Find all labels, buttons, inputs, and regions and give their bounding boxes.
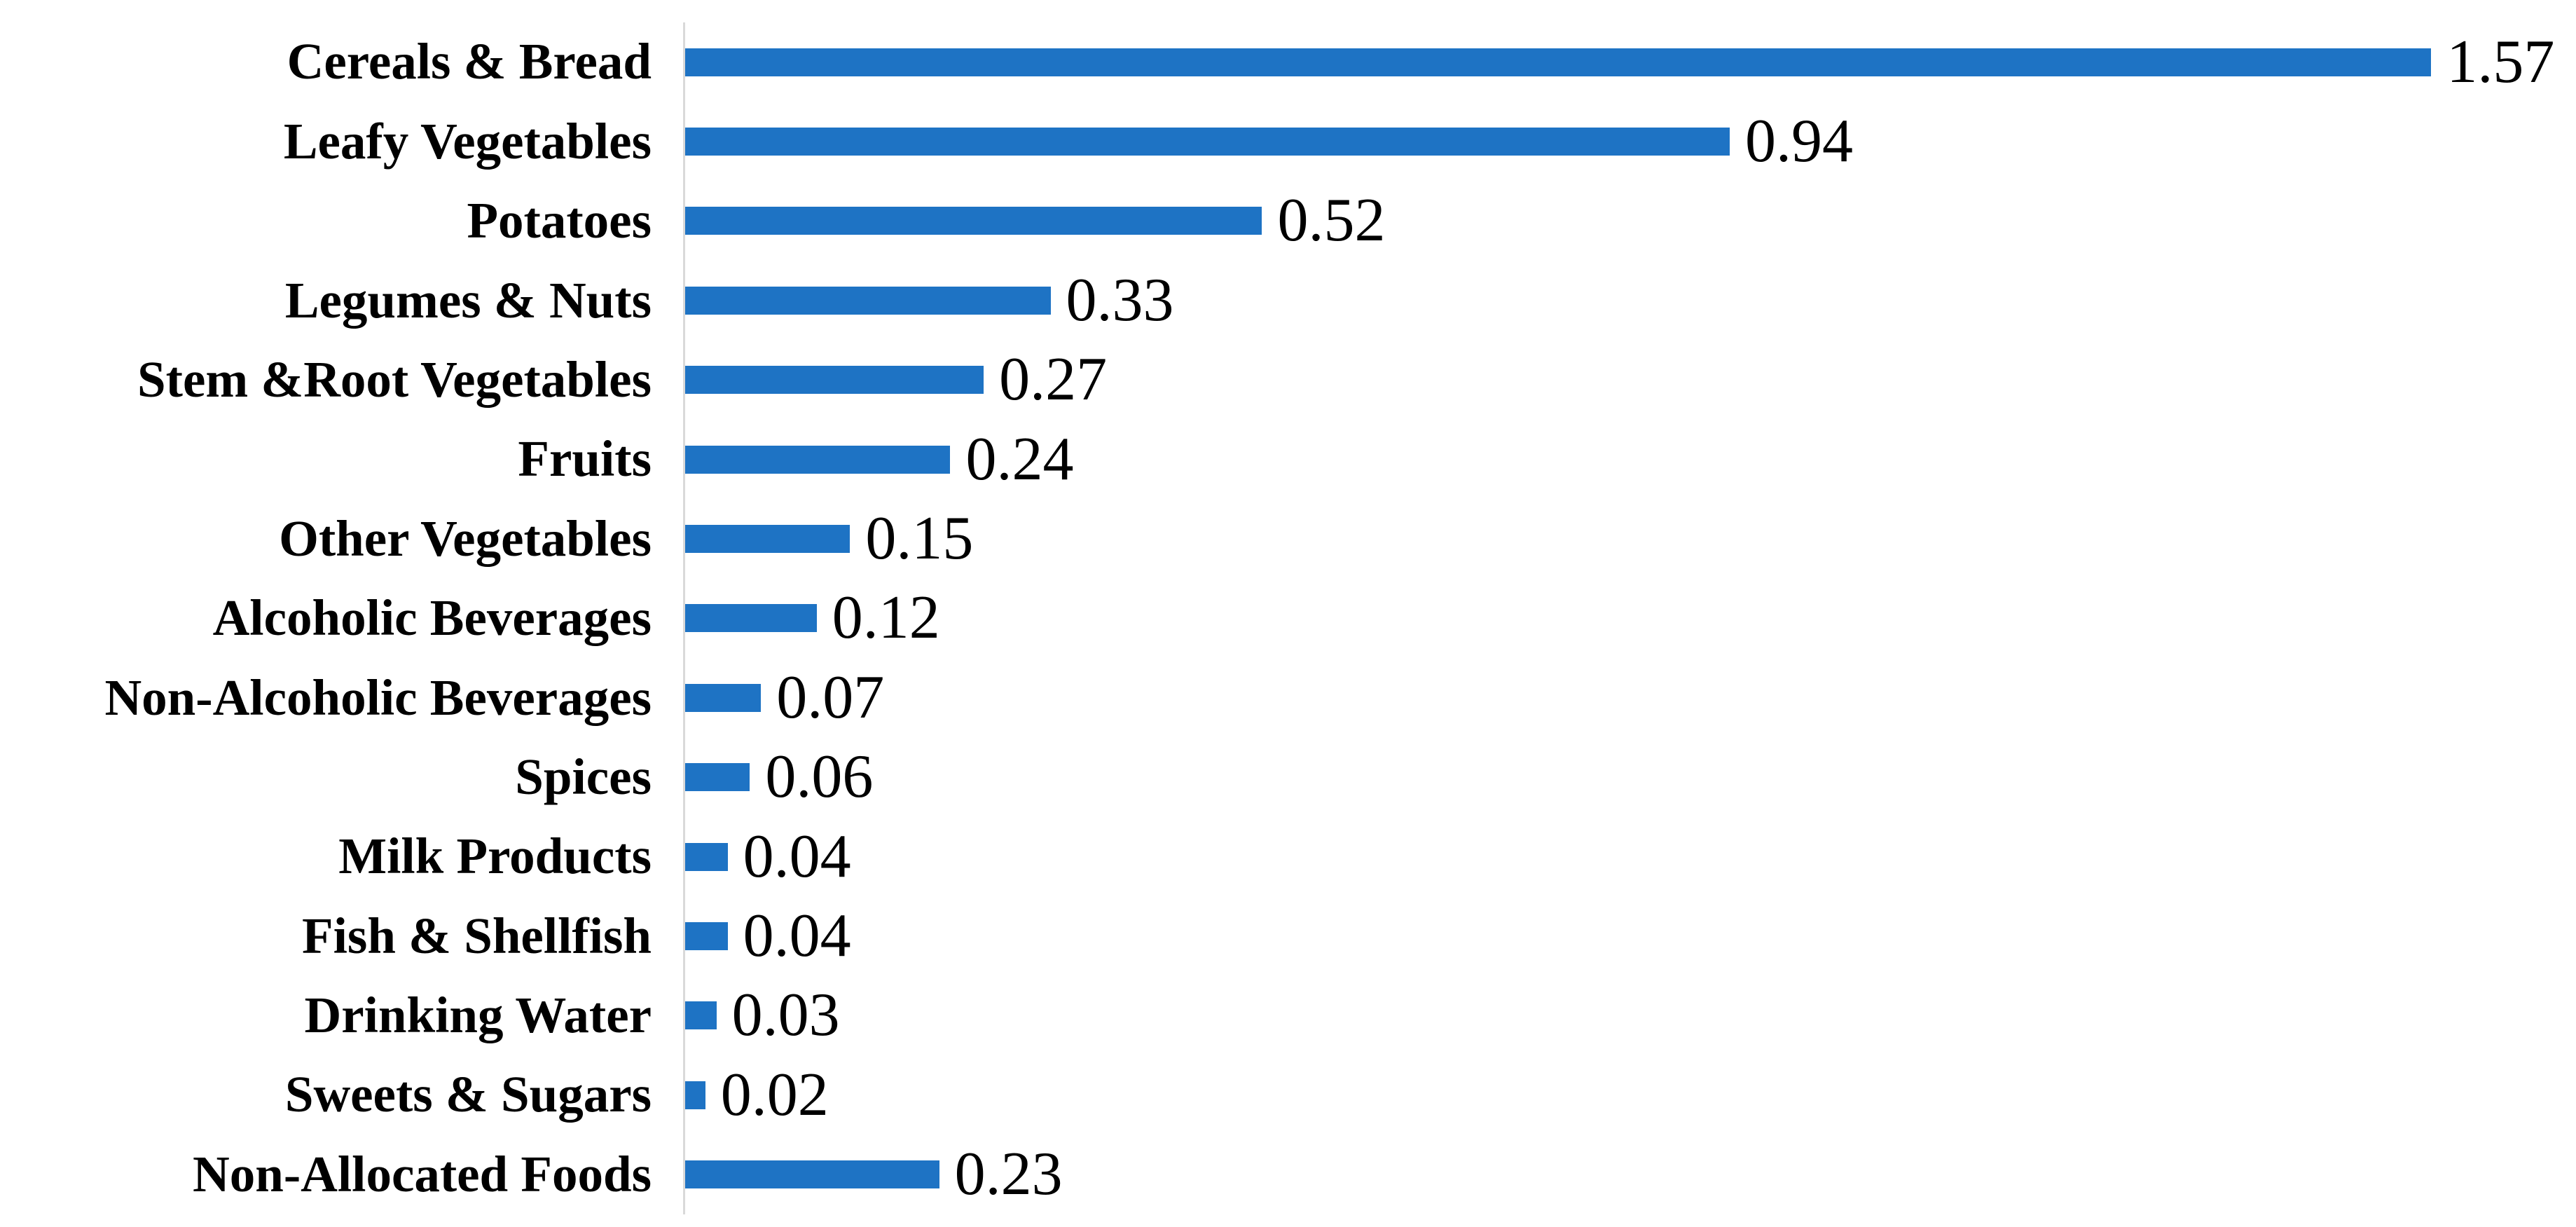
bar-row: Non-Alcoholic Beverages 0.07 — [0, 658, 2576, 737]
value-label: 0.15 — [865, 505, 974, 573]
bar-row: Fruits 0.24 — [0, 420, 2576, 499]
category-label: Non-Allocated Foods — [193, 1145, 652, 1202]
category-label: Non-Alcoholic Beverages — [104, 669, 652, 726]
bar-track: 0.02 — [683, 1055, 2576, 1135]
category-label: Leafy Vegetables — [283, 112, 652, 170]
bar — [683, 286, 1051, 315]
category-label: Legumes & Nuts — [284, 271, 652, 329]
category-label: Drinking Water — [304, 987, 652, 1044]
bar-row: Alcoholic Beverages 0.12 — [0, 579, 2576, 658]
category-label: Other Vegetables — [279, 509, 652, 567]
value-label: 0.07 — [776, 663, 885, 732]
bar-track: 1.57 — [683, 22, 2576, 102]
category-label: Fish & Shellfish — [302, 907, 652, 964]
bar-row: Other Vegetables 0.15 — [0, 499, 2576, 578]
bar — [683, 1160, 939, 1189]
value-label: 0.33 — [1066, 266, 1174, 334]
bar-track: 0.24 — [683, 420, 2576, 499]
category-label: Alcoholic Beverages — [212, 589, 652, 647]
bar-rows: Cereals & Bread 1.57 Leafy Vegetables 0.… — [0, 22, 2576, 1214]
bar-row: Fish & Shellfish 0.04 — [0, 896, 2576, 975]
value-label: 0.24 — [965, 425, 1074, 493]
bar-row: Spices 0.06 — [0, 738, 2576, 817]
value-label: 0.04 — [743, 822, 851, 891]
bar-row: Legumes & Nuts 0.33 — [0, 261, 2576, 340]
bar-row: Milk Products 0.04 — [0, 817, 2576, 896]
category-label: Milk Products — [338, 828, 652, 885]
bar — [683, 1001, 717, 1030]
bar-track: 0.12 — [683, 579, 2576, 658]
bar-track: 0.04 — [683, 817, 2576, 896]
category-label: Cereals & Bread — [287, 33, 652, 90]
bar — [683, 604, 817, 633]
value-label: 0.12 — [832, 584, 940, 652]
value-label: 1.57 — [2446, 27, 2555, 96]
bar — [683, 48, 2432, 76]
bar-track: 0.03 — [683, 976, 2576, 1055]
bar-row: Potatoes 0.52 — [0, 181, 2576, 261]
value-label: 0.02 — [720, 1060, 829, 1129]
bar — [683, 763, 750, 792]
bar — [683, 366, 984, 395]
bar-track: 0.52 — [683, 181, 2576, 261]
category-label: Sweets & Sugars — [284, 1066, 652, 1123]
value-label: 0.23 — [954, 1140, 1063, 1209]
y-axis-line — [683, 22, 685, 1214]
category-label: Spices — [515, 748, 652, 805]
bar-track: 0.94 — [683, 102, 2576, 181]
bar-row: Leafy Vegetables 0.94 — [0, 102, 2576, 181]
value-label: 0.52 — [1277, 186, 1386, 255]
bar-track: 0.15 — [683, 499, 2576, 578]
bar — [683, 128, 1730, 156]
value-label: 0.94 — [1745, 107, 1854, 176]
bar-row: Stem &Root Vegetables 0.27 — [0, 341, 2576, 420]
bar-track: 0.06 — [683, 738, 2576, 817]
bar — [683, 445, 951, 474]
bar-track: 0.07 — [683, 658, 2576, 737]
bar — [683, 683, 762, 712]
category-label: Stem &Root Vegetables — [137, 350, 652, 408]
bar-row: Non-Allocated Foods 0.23 — [0, 1135, 2576, 1214]
bar-row: Sweets & Sugars 0.02 — [0, 1055, 2576, 1135]
bar — [683, 921, 728, 950]
category-label: Potatoes — [467, 192, 652, 249]
bar-track: 0.23 — [683, 1135, 2576, 1214]
bar — [683, 525, 850, 554]
value-label: 0.03 — [731, 981, 840, 1050]
bar-track: 0.27 — [683, 341, 2576, 420]
bar — [683, 1081, 705, 1109]
bar — [683, 207, 1262, 235]
value-label: 0.06 — [765, 743, 874, 811]
bar-row: Drinking Water 0.03 — [0, 976, 2576, 1055]
bar-row: Cereals & Bread 1.57 — [0, 22, 2576, 102]
value-label: 0.04 — [743, 901, 851, 970]
bar-track: 0.33 — [683, 261, 2576, 340]
value-label: 0.27 — [999, 345, 1108, 414]
category-label: Fruits — [518, 430, 652, 488]
bar — [683, 842, 728, 871]
bar-track: 0.04 — [683, 896, 2576, 975]
